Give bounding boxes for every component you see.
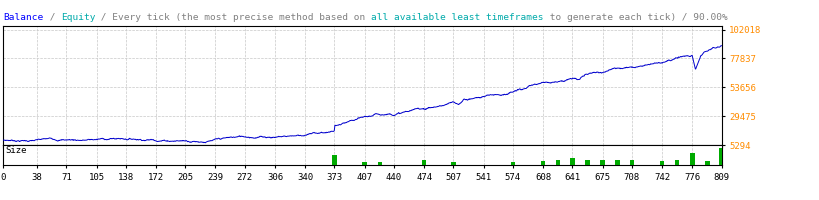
Bar (674, 160, 679, 165)
Bar (555, 160, 559, 165)
Bar (569, 158, 574, 165)
Bar (659, 161, 663, 165)
Bar (704, 161, 708, 165)
Text: Equity: Equity (61, 13, 95, 22)
Text: all available least timeframes: all available least timeframes (371, 13, 543, 22)
Text: to generate each tick): to generate each tick) (543, 13, 675, 22)
Bar (377, 162, 382, 165)
Bar (585, 160, 589, 165)
Text: Balance: Balance (3, 13, 43, 22)
Bar (541, 161, 545, 165)
Bar (450, 162, 455, 165)
Text: /: / (43, 13, 61, 22)
Text: / 90.00%: / 90.00% (675, 13, 727, 22)
Bar (600, 160, 604, 165)
Bar (362, 162, 366, 165)
Text: / Every tick (the most precise method based on: / Every tick (the most precise method ba… (95, 13, 371, 22)
Bar (615, 160, 619, 165)
Bar (332, 155, 337, 165)
Bar (510, 162, 514, 165)
Text: Size: Size (6, 146, 27, 155)
Bar (422, 160, 426, 165)
Bar (718, 148, 723, 165)
Bar (690, 153, 694, 165)
Bar (629, 160, 633, 165)
